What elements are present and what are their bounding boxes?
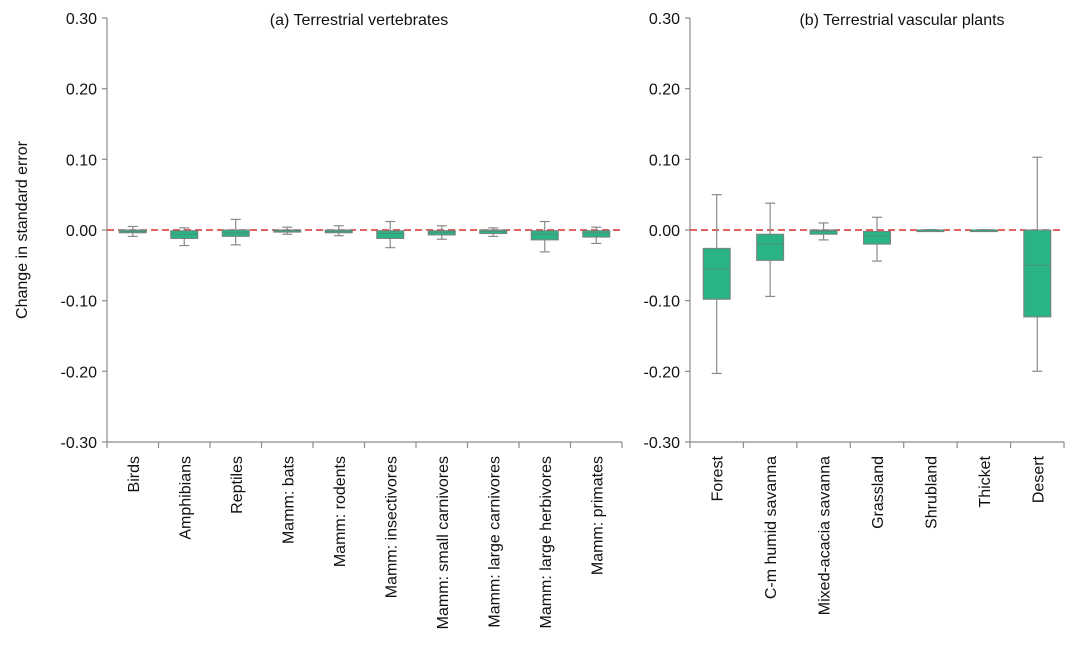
category-label: Mixed-acacia savanna	[817, 456, 834, 615]
box-body	[863, 230, 891, 245]
box-body	[702, 247, 731, 300]
box-body	[809, 229, 838, 235]
box-body	[427, 230, 456, 236]
panel-a-title: (a) Terrestrial vertebrates	[270, 12, 448, 29]
y-tick-label: 0.00	[66, 223, 97, 240]
y-tick-label: 0.10	[66, 152, 97, 169]
box-b-6	[1023, 156, 1052, 372]
category-label: Thicket	[977, 455, 994, 507]
panel-b-vascular-plants: (b) Terrestrial vascular plants 0.30 0.20…	[644, 11, 1065, 615]
y-tick-label: 0.20	[649, 82, 680, 99]
box-a-5	[376, 220, 405, 249]
y-tick-label: -0.20	[644, 364, 681, 381]
y-tick-label: 0.20	[66, 82, 97, 99]
category-label: Mamm: primates	[589, 456, 606, 575]
category-label: Mamm: bats	[280, 456, 297, 544]
box-b-2	[809, 222, 838, 241]
box-b-4	[916, 229, 945, 233]
y-tick-label: -0.10	[61, 294, 98, 311]
category-label: Grassland	[870, 456, 887, 529]
category-label: C-m humid savanna	[763, 456, 780, 599]
box-a-7	[479, 227, 508, 237]
y-tick-label: -0.30	[61, 435, 98, 452]
category-label: Mamm: small carnivores	[435, 456, 452, 629]
category-label: Shrubland	[923, 456, 940, 529]
box-a-2	[221, 218, 250, 246]
category-label: Birds	[126, 456, 143, 492]
category-label: Mamm: large carnivores	[486, 456, 503, 628]
category-label: Reptiles	[229, 456, 246, 514]
y-axis-label: Change in standard error	[14, 140, 31, 319]
category-label: Mamm: insectivores	[383, 456, 400, 598]
box-a-6	[427, 225, 456, 240]
y-tick-label: -0.10	[644, 294, 681, 311]
category-label: Forest	[710, 455, 727, 501]
box-b-1	[756, 202, 785, 298]
y-tick-label: 0.10	[649, 152, 680, 169]
panel-a-vertebrates: (a) Terrestrial vertebrates 0.30 0.20 0.10…	[61, 11, 623, 629]
box-body	[1023, 229, 1052, 318]
y-tick-label: -0.20	[61, 364, 98, 381]
panel-b-title: (b) Terrestrial vascular plants	[799, 12, 1004, 29]
box-body	[756, 233, 785, 261]
category-label: Desert	[1030, 455, 1047, 503]
category-label: Amphibians	[177, 456, 194, 540]
box-b-0	[702, 194, 731, 375]
y-tick-label: 0.00	[649, 223, 680, 240]
y-tick-label: -0.30	[644, 435, 681, 452]
box-body	[376, 230, 405, 239]
y-tick-label: 0.30	[649, 11, 680, 28]
box-a-0	[118, 225, 147, 237]
box-body	[530, 230, 559, 241]
box-b-5	[969, 229, 998, 233]
box-b-3	[863, 216, 891, 262]
box-a-9	[582, 226, 611, 245]
box-a-4	[324, 225, 353, 237]
box-a-1	[170, 227, 199, 247]
category-label: Mamm: large herbivores	[538, 456, 555, 629]
category-label: Mamm: rodents	[332, 456, 349, 567]
box-body	[582, 230, 611, 238]
box-a-8	[530, 220, 559, 253]
y-tick-label: 0.30	[66, 11, 97, 28]
box-a-3	[273, 226, 302, 235]
